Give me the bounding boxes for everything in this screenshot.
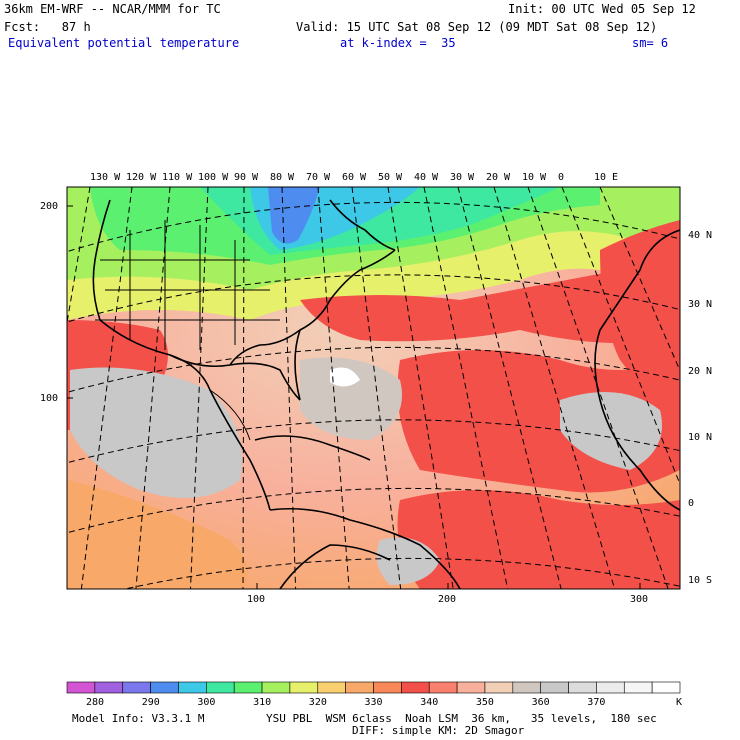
colorbar-swatch	[484, 681, 514, 694]
model-title: 36km EM-WRF -- NCAR/MMM for TC	[4, 2, 221, 16]
coastlines	[92, 199, 680, 589]
colorbar-swatch	[178, 681, 207, 694]
x-tick-100: 100	[247, 594, 266, 605]
colorbar-unit: K	[676, 697, 683, 708]
init-time: Init: 00 UTC Wed 05 Sep 12	[508, 2, 696, 16]
longitude-label: 70 W	[306, 172, 331, 183]
colorbar-label: 340	[420, 697, 439, 708]
longitude-label: 100 W	[198, 172, 229, 183]
colorbar-swatch	[428, 681, 458, 694]
latitude-label: 20 N	[688, 366, 713, 377]
colorbar-swatch	[401, 681, 430, 694]
x-tick-200: 200	[438, 594, 457, 605]
colorbar-swatch	[540, 681, 569, 694]
forecast-hour: Fcst: 87 h	[4, 20, 91, 34]
colorbar-swatch	[261, 681, 291, 694]
colorbar-swatch	[317, 681, 346, 694]
level-index: at k-index = 35	[340, 36, 456, 50]
colorbar-label: 280	[86, 697, 105, 708]
latitude-label: 30 N	[688, 299, 713, 310]
longitude-label: 40 W	[414, 172, 439, 183]
colorbar-label: 290	[141, 697, 160, 708]
colorbar-swatch	[150, 681, 179, 694]
colorbar-swatch	[568, 681, 597, 694]
colorbar-label: 320	[308, 697, 327, 708]
latitude-label: 0	[688, 498, 695, 509]
latitude-label: 10 S	[688, 575, 713, 586]
colorbar-swatch	[596, 681, 625, 694]
colorbar-swatch	[373, 681, 402, 694]
colorbar-swatch	[122, 681, 151, 694]
field-name: Equivalent potential temperature	[8, 36, 240, 50]
latitude-label: 40 N	[688, 230, 713, 241]
colorbar-swatch	[345, 681, 374, 694]
valid-time: Valid: 15 UTC Sat 08 Sep 12 (09 MDT Sat …	[296, 20, 658, 34]
colorbar-swatch	[512, 681, 541, 694]
longitude-label: 60 W	[342, 172, 367, 183]
colorbar-swatch	[233, 681, 263, 694]
temperature-field	[67, 187, 680, 589]
colorbar	[66, 681, 681, 694]
longitude-label: 120 W	[126, 172, 157, 183]
model-info: Model Info: V3.3.1 M	[72, 712, 205, 725]
longitude-label: 80 W	[270, 172, 295, 183]
x-tick-300: 300	[630, 594, 649, 605]
colorbar-label: 350	[475, 697, 494, 708]
y-tick-200: 200	[40, 201, 59, 212]
colorbar-swatch	[206, 681, 235, 694]
colorbar-swatch	[456, 681, 486, 694]
graticule	[67, 187, 680, 589]
longitude-label: 50 W	[378, 172, 403, 183]
longitude-label: 110 W	[162, 172, 193, 183]
colorbar-label: 310	[253, 697, 272, 708]
longitude-label: 10 W	[522, 172, 547, 183]
physics-info: YSU PBL WSM 6class Noah LSM 36 km, 35 le…	[266, 712, 657, 725]
colorbar-swatch	[651, 681, 681, 694]
colorbar-swatch	[289, 681, 319, 694]
diffusion-info: DIFF: simple KM: 2D Smagor	[352, 724, 525, 737]
colorbar-label: 360	[531, 697, 550, 708]
longitude-label: 130 W	[90, 172, 121, 183]
frame-ticks	[67, 205, 641, 589]
colorbar-swatch	[66, 681, 96, 694]
colorbar-swatch	[94, 681, 124, 694]
y-tick-100: 100	[40, 393, 59, 404]
map-frame	[66, 186, 681, 590]
colorbar-label: 370	[587, 697, 606, 708]
longitude-label: 0	[558, 172, 565, 183]
longitude-label: 10 E	[594, 172, 619, 183]
longitude-label: 90 W	[234, 172, 259, 183]
colorbar-label: 330	[364, 697, 383, 708]
longitude-label: 20 W	[486, 172, 511, 183]
smoothing: sm= 6	[632, 36, 669, 50]
colorbar-label: 300	[197, 697, 216, 708]
longitude-label: 30 W	[450, 172, 475, 183]
latitude-label: 10 N	[688, 432, 713, 443]
colorbar-swatch	[623, 681, 653, 694]
